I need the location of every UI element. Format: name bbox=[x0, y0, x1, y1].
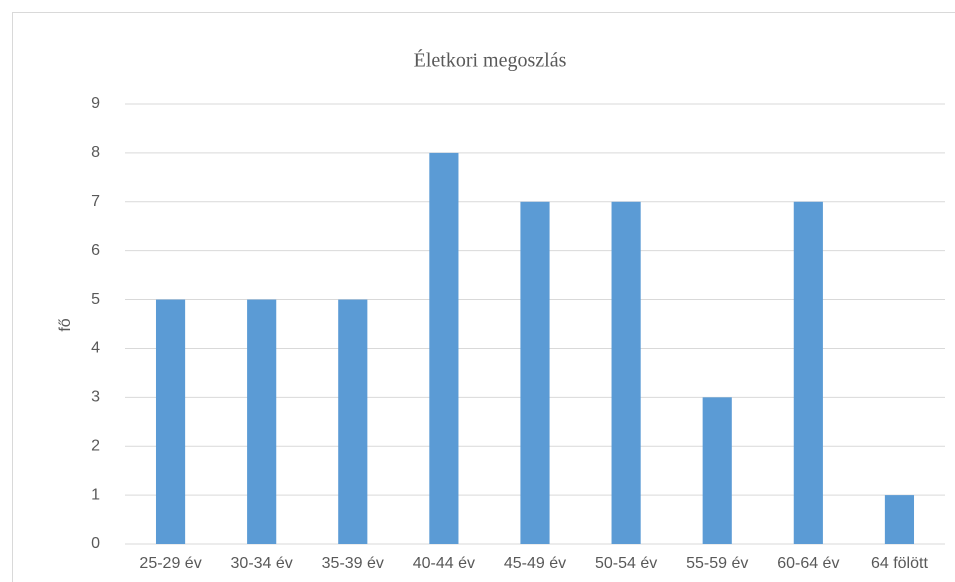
chart-title: Életkori megoszlás bbox=[414, 49, 567, 72]
x-tick-label: 50-54 év bbox=[595, 555, 657, 572]
y-tick-label: 5 bbox=[91, 291, 100, 308]
bar bbox=[884, 495, 915, 544]
bar bbox=[155, 299, 186, 544]
y-tick-label: 4 bbox=[91, 340, 100, 357]
y-tick-label: 3 bbox=[91, 389, 100, 406]
y-tick-label: 8 bbox=[91, 144, 100, 161]
x-tick-label: 55-59 év bbox=[686, 555, 748, 572]
bar bbox=[429, 152, 459, 544]
y-tick-label: 1 bbox=[91, 486, 100, 503]
y-tick-label: 6 bbox=[91, 242, 100, 259]
x-tick-label: 60-64 év bbox=[777, 555, 839, 572]
x-tick-label: 30-34 év bbox=[231, 555, 293, 572]
bar bbox=[338, 299, 368, 544]
y-axis-label: fő bbox=[57, 318, 74, 331]
x-tick-label: 25-29 év bbox=[139, 555, 201, 572]
bar bbox=[520, 201, 550, 544]
y-tick-label: 9 bbox=[91, 95, 100, 112]
bar bbox=[611, 201, 641, 544]
x-tick-label: 64 fölött bbox=[871, 555, 928, 572]
y-tick-label: 7 bbox=[91, 193, 100, 210]
y-tick-label: 0 bbox=[91, 535, 100, 552]
x-tick-label: 35-39 év bbox=[322, 555, 384, 572]
x-tick-label: 45-49 év bbox=[504, 555, 566, 572]
bar bbox=[247, 299, 277, 544]
x-tick-label: 40-44 év bbox=[413, 555, 475, 572]
bar bbox=[702, 397, 732, 544]
bar bbox=[793, 201, 823, 544]
y-tick-label: 2 bbox=[91, 437, 100, 454]
